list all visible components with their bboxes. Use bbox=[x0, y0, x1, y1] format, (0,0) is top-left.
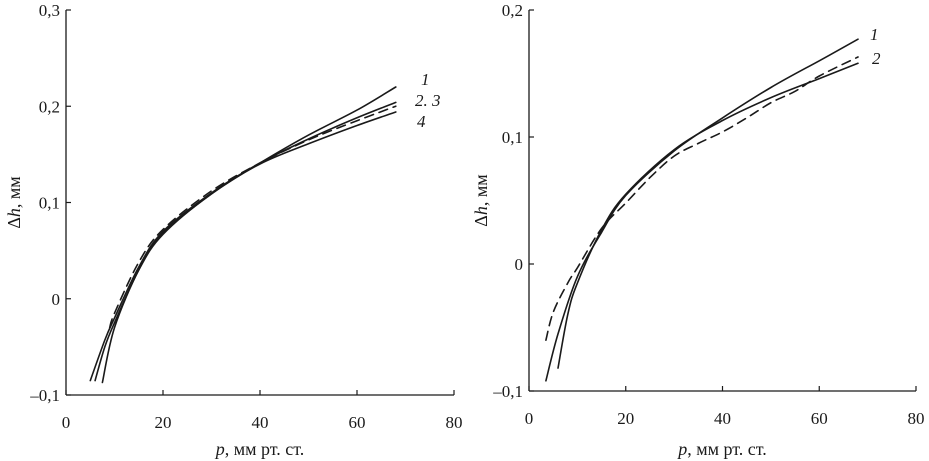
curve-label: 2. 3 bbox=[415, 91, 441, 110]
series-line-1 bbox=[101, 86, 397, 384]
curve-label: 1 bbox=[870, 25, 879, 44]
y-tick-label: –0,1 bbox=[492, 382, 523, 401]
x-tick-label: 0 bbox=[62, 413, 71, 432]
series-line-3 bbox=[545, 56, 859, 341]
curve-label: 2 bbox=[872, 49, 881, 68]
x-tick-label: 60 bbox=[349, 413, 366, 432]
series-line-2 bbox=[557, 62, 859, 369]
y-tick-label: 0,2 bbox=[39, 97, 60, 116]
x-tick-label: 80 bbox=[908, 409, 925, 428]
chart-panel-2: –0,100,10,20 20 40 60 80p, мм рт. ст.Δh, мм1… bbox=[471, 1, 925, 459]
series-line-2 bbox=[89, 101, 397, 382]
x-tick-label: 80 bbox=[446, 413, 463, 432]
y-tick-label: 0 bbox=[515, 255, 524, 274]
x-tick-label: 40 bbox=[714, 409, 731, 428]
x-axis-label: p, мм рт. ст. bbox=[676, 439, 767, 459]
x-tick-label: 0 bbox=[525, 409, 534, 428]
y-tick-label: 0 bbox=[52, 290, 61, 309]
y-tick-label: 0,2 bbox=[502, 1, 523, 20]
y-axis-label: Δh, мм bbox=[4, 176, 24, 228]
y-tick-label: 0,3 bbox=[39, 1, 60, 20]
x-tick-label: 20 bbox=[617, 409, 634, 428]
x-axis-label: p, мм рт. ст. bbox=[214, 439, 305, 459]
series-line-4 bbox=[94, 111, 397, 382]
chart-panel-1: –0,100,10,20,30 20 40 60 80p, мм рт. ст.Δh, … bbox=[4, 1, 463, 459]
y-tick-label: 0,1 bbox=[39, 194, 60, 213]
x-tick-label: 40 bbox=[252, 413, 269, 432]
series-line-3 bbox=[108, 105, 397, 329]
y-tick-label: –0,1 bbox=[29, 386, 60, 405]
x-tick-label: 60 bbox=[811, 409, 828, 428]
x-tick-label: 20 bbox=[155, 413, 172, 432]
curve-label: 4 bbox=[417, 112, 426, 131]
series-line-1 bbox=[545, 38, 859, 382]
y-tick-label: 0,1 bbox=[502, 128, 523, 147]
y-axis-label: Δh, мм bbox=[471, 174, 491, 226]
curve-label: 1 bbox=[421, 70, 430, 89]
